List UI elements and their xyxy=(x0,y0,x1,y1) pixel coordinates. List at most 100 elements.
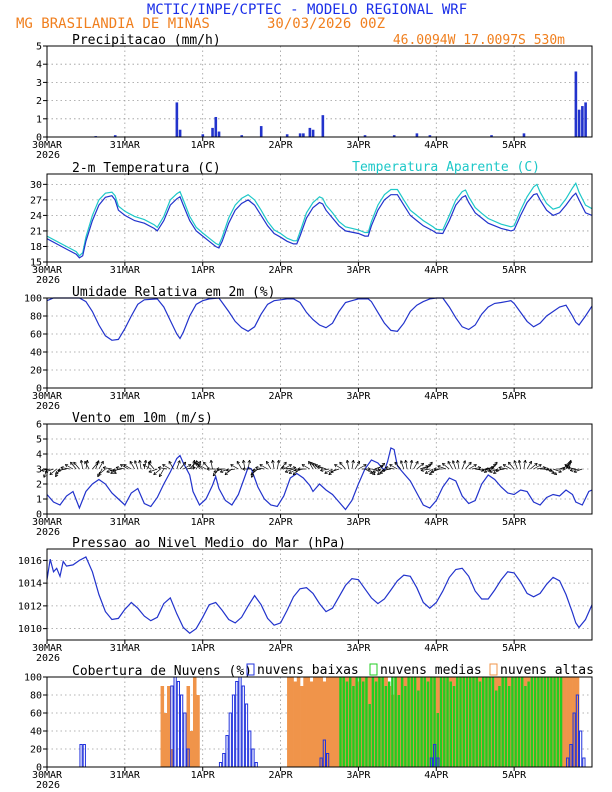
wind-arrow xyxy=(372,468,382,473)
wind-arrowhead xyxy=(502,464,507,468)
wind-arrow xyxy=(162,464,171,470)
cloud-mid-bar xyxy=(527,681,530,767)
wind-arrowhead xyxy=(568,459,573,464)
wind-arrow xyxy=(158,468,165,477)
wind-arrowhead xyxy=(98,471,102,476)
wind-arrowhead xyxy=(284,469,289,473)
cloud-low-bar xyxy=(180,694,184,768)
wind-arrow xyxy=(381,468,391,471)
wind-arrowhead xyxy=(195,462,199,467)
precip-bar xyxy=(240,135,244,137)
wind-arrow xyxy=(276,460,280,470)
wind-arrowhead xyxy=(120,464,124,468)
wind-arrowhead xyxy=(102,466,106,470)
wind-arrowhead xyxy=(115,466,119,470)
y-tick-label: 100 xyxy=(24,673,42,684)
cloud-mid-bar xyxy=(384,686,388,767)
wind-arrowhead xyxy=(566,466,570,470)
wind-arrow xyxy=(400,460,405,470)
wind-arrowhead xyxy=(281,466,285,470)
wind-arrow xyxy=(549,468,557,476)
wind-arrowhead xyxy=(517,459,522,464)
wind-arrowhead xyxy=(314,464,318,468)
precip-bar xyxy=(298,133,302,137)
cloud-mid-bar xyxy=(491,677,495,767)
panel-title: Vento em 10m (m/s) xyxy=(72,411,213,426)
wind-arrow xyxy=(566,467,576,470)
wind-arrowhead xyxy=(451,460,456,464)
cloud-high-bar xyxy=(309,681,314,767)
y-tick-label: 1 xyxy=(36,495,42,506)
wind-arrowhead xyxy=(564,464,568,468)
cloud-mid-bar xyxy=(472,677,475,767)
y-tick-label: 20 xyxy=(30,366,42,377)
cloud-mid-bar xyxy=(426,681,430,767)
cloud-mid-bar xyxy=(397,695,401,767)
wind-arrowhead xyxy=(317,465,321,469)
y-tick-label: 21 xyxy=(30,226,42,237)
x-year-label: 2026 xyxy=(36,401,60,412)
wind-arrowhead xyxy=(292,471,297,476)
y-tick-label: 27 xyxy=(30,195,42,206)
wind-arrowhead xyxy=(224,471,229,476)
wind-arrowhead xyxy=(242,467,246,471)
wind-arrowhead xyxy=(468,461,472,466)
cloud-mid-bar xyxy=(430,677,433,767)
series-line xyxy=(46,297,593,341)
wind-arrow xyxy=(546,468,555,474)
x-tick-label: 2APR xyxy=(269,643,294,654)
y-tick-label: 40 xyxy=(30,348,42,359)
wind-arrow xyxy=(192,460,195,470)
cloud-high-bar xyxy=(189,731,194,767)
y-tick-label: 30 xyxy=(30,180,42,191)
wind-arrowhead xyxy=(569,468,574,472)
x-tick-label: 5APR xyxy=(502,770,527,781)
panel-title: Cobertura de Nuvens (%) xyxy=(72,664,252,679)
x-tick-label: 4APR xyxy=(424,265,449,276)
y-tick-label: 20 xyxy=(30,745,42,756)
x-tick-label: 5APR xyxy=(502,391,527,402)
x-tick-label: 1APR xyxy=(191,391,216,402)
wind-arrowhead xyxy=(247,459,251,464)
cloud-mid-bar xyxy=(478,681,482,767)
y-tick-label: 100 xyxy=(24,294,42,305)
wind-arrow xyxy=(115,467,125,470)
y-tick-label: 1 xyxy=(36,114,42,125)
cloud-low-bar xyxy=(579,730,583,768)
cloud-mid-bar xyxy=(556,677,560,767)
cloud-low-bar xyxy=(231,694,236,768)
y-tick-label: 60 xyxy=(30,330,42,341)
wind-arrowhead xyxy=(43,474,47,478)
cloud-low-bar xyxy=(582,757,586,768)
wind-arrow xyxy=(413,461,419,470)
cloud-mid-bar xyxy=(394,677,397,767)
cloud-low-bar xyxy=(222,753,226,768)
wind-arrow xyxy=(526,461,532,470)
cloud-high-bar xyxy=(290,677,294,767)
wind-arrow xyxy=(461,460,466,470)
wind-arrow xyxy=(468,464,477,470)
cloud-mid-bar xyxy=(404,686,407,767)
wind-arrowhead xyxy=(157,466,162,470)
wind-arrow xyxy=(430,468,440,473)
precip-bar xyxy=(522,133,526,137)
cloud-high-bar xyxy=(313,677,317,767)
cloud-low-bar xyxy=(238,676,242,768)
x-tick-label: 5APR xyxy=(502,643,527,654)
wind-arrowhead xyxy=(420,462,425,467)
panel-frame xyxy=(46,45,593,138)
wind-arrow xyxy=(367,468,376,476)
wind-arrow xyxy=(57,468,67,471)
cloud-mid-bar xyxy=(436,713,440,767)
y-tick-label: 2 xyxy=(36,480,42,491)
wind-arrowhead xyxy=(573,469,577,473)
cloud-low-bar xyxy=(82,744,86,768)
x-tick-label: 30MAR xyxy=(32,517,63,528)
wind-arrowhead xyxy=(209,459,214,464)
wind-arrow xyxy=(358,464,367,470)
legend-label: nuvens altas xyxy=(500,663,594,678)
cloud-high-bar xyxy=(293,681,298,767)
y-tick-label: 0 xyxy=(36,133,42,144)
